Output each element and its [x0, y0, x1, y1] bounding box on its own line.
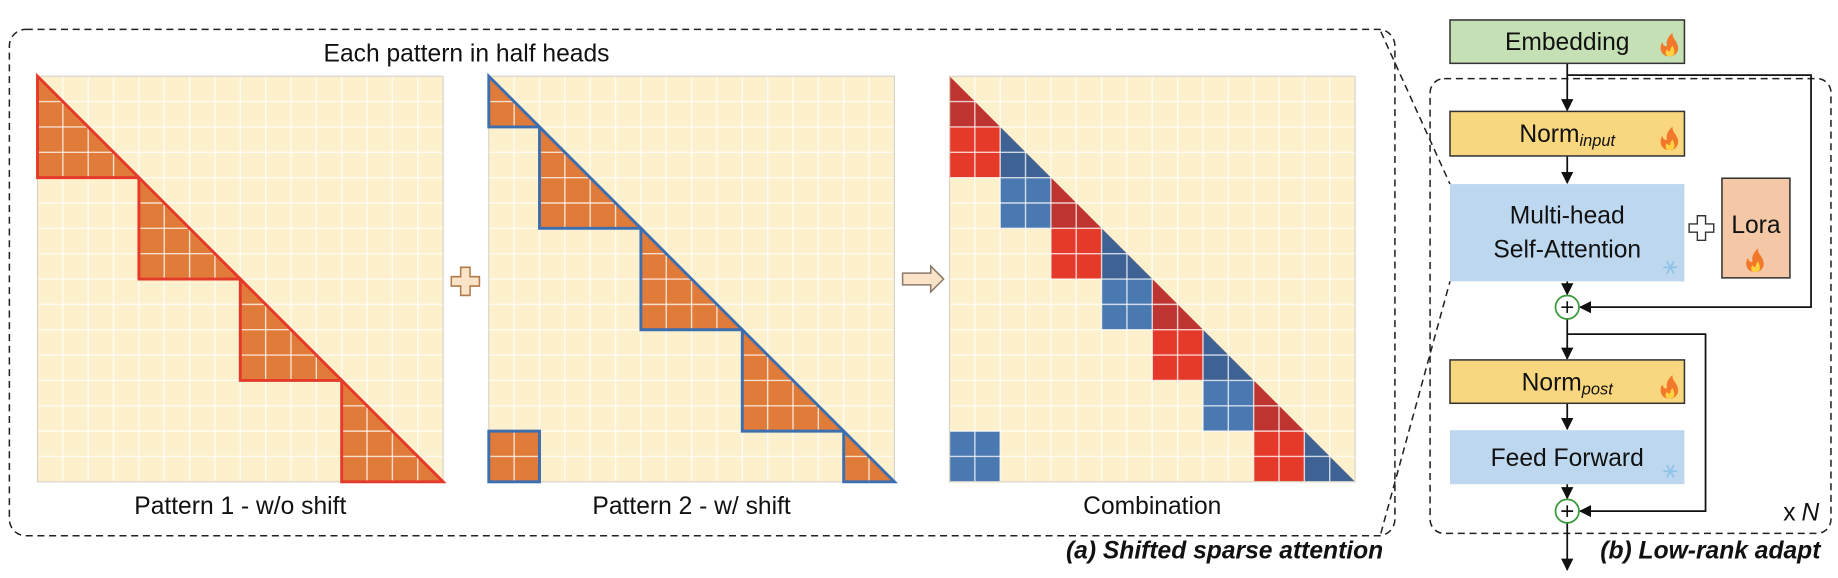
plus-icon	[1688, 215, 1715, 242]
norm-subscript: post	[1581, 381, 1614, 399]
norm-post-label: Normpost	[1522, 369, 1615, 399]
mask-block	[36, 72, 143, 180]
frozen-icon	[1666, 260, 1675, 274]
matrix-border	[948, 75, 1356, 483]
trainable-icon	[1665, 45, 1675, 57]
pattern-label: Combination	[1083, 493, 1221, 520]
add-symbol	[1561, 301, 1574, 314]
matrix-border	[488, 75, 895, 483]
lora-label: Lora	[1731, 212, 1781, 239]
frozen-icon	[1666, 464, 1675, 478]
embedding-label: Embedding	[1505, 29, 1630, 56]
mask-block	[538, 123, 645, 230]
norm-text: Norm	[1522, 369, 1582, 396]
plus-icon	[450, 266, 481, 297]
zoom-line	[1380, 281, 1451, 534]
mask-block	[238, 275, 346, 382]
trainable-icon	[1751, 261, 1760, 273]
norm-box	[1449, 110, 1686, 157]
feed-forward-label: Feed Forward	[1491, 445, 1644, 472]
matrices	[36, 72, 1356, 484]
add-symbol	[1561, 505, 1574, 517]
attention-label: Multi-head	[1510, 202, 1625, 229]
zoom-line	[1380, 31, 1451, 185]
norm-box	[1449, 359, 1686, 405]
mask-block	[740, 326, 848, 433]
mask-block	[137, 174, 244, 281]
pattern-label: Pattern 1 - w/o shift	[134, 493, 346, 520]
attention-box	[1450, 184, 1685, 282]
mask-block	[487, 72, 544, 129]
repeat-symbol: N	[1801, 499, 1819, 526]
matrix-border	[36, 75, 444, 483]
caption: (b) Low-rank adapt	[1600, 538, 1822, 565]
connectors	[1561, 63, 1812, 571]
trainable-icon	[1665, 388, 1675, 399]
mask-block	[842, 427, 898, 484]
caption: (a) Shifted sparse attention	[1066, 538, 1383, 565]
pattern-label: Pattern 2 - w/ shift	[592, 493, 790, 520]
repeat-prefix: x	[1783, 499, 1796, 526]
norm-input-label: Norminput	[1519, 120, 1616, 150]
norm-subscript: input	[1580, 132, 1617, 150]
mask-block	[340, 376, 447, 484]
attention-label: Self-Attention	[1493, 236, 1641, 263]
feed-forward-box	[1450, 430, 1685, 485]
mask-block	[487, 429, 541, 484]
embedding-box	[1449, 19, 1686, 65]
arrow-icon	[901, 264, 945, 294]
icons	[1660, 32, 1764, 478]
mask-block	[639, 224, 746, 332]
norm-text: Norm	[1519, 120, 1579, 147]
panel-a-title: Each pattern in half heads	[324, 41, 610, 68]
trainable-icon	[1665, 139, 1675, 151]
